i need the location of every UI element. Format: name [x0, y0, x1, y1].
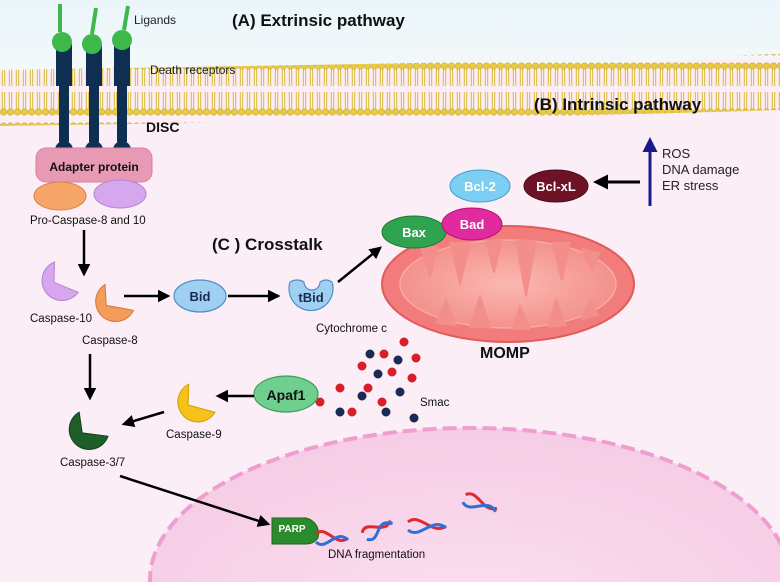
released-molecules	[315, 337, 421, 423]
pro-caspase-10	[93, 179, 147, 209]
arrow-tbid-to-bax	[337, 246, 382, 283]
ligand	[82, 7, 102, 54]
stress-er-stress: ER stress	[662, 178, 719, 193]
death-receptors-label: Death receptors	[150, 63, 235, 77]
arrow-caspase9-to-caspase37	[121, 410, 165, 428]
parp	[271, 517, 320, 545]
dna-fragments	[314, 492, 498, 546]
smac-label: Smac	[420, 397, 450, 409]
apaf1	[253, 375, 319, 413]
bcl-2-label: Bcl-2	[464, 179, 496, 194]
momp-label: MOMP	[480, 345, 530, 362]
parp-label: PARP	[278, 524, 305, 535]
adapter-protein-label: Adapter protein	[49, 160, 138, 174]
bcl-xl	[523, 169, 589, 203]
extrinsic-pathway-heading: (A) Extrinsic pathway	[232, 11, 405, 30]
crosstalk-heading: (C ) Crosstalk	[212, 235, 323, 254]
caspase-3-7-shape	[68, 411, 109, 450]
cytochrome-c-label: Cytochrome c	[316, 323, 387, 335]
caspase-10-shape	[41, 261, 79, 301]
apaf1-label: Apaf1	[267, 387, 306, 403]
mitochondrion	[381, 225, 635, 343]
bcl-2	[449, 169, 511, 203]
death-receptors	[55, 44, 131, 159]
bad	[441, 207, 503, 241]
ligands-label: Ligands	[134, 13, 176, 27]
extracellular-space	[0, 0, 780, 72]
arrow-caspase37-to-parp	[119, 474, 271, 527]
ligand	[52, 4, 72, 52]
caspase-3-7-label: Caspase-3/7	[60, 457, 125, 469]
pro-caspase-8	[33, 181, 87, 211]
stress-ros: ROS	[662, 146, 691, 161]
caspase-9-shape	[177, 383, 216, 423]
tbid	[288, 279, 334, 312]
pro-caspase-label: Pro-Caspase-8 and 10	[30, 215, 146, 227]
stress-dna-damage: DNA damage	[662, 162, 739, 177]
caspase-10-label: Caspase-10	[30, 313, 92, 325]
ligands	[52, 4, 132, 54]
cell-membrane	[0, 54, 780, 126]
bcl-xl-label: Bcl-xL	[536, 179, 576, 194]
disc-label: DISC	[146, 119, 179, 135]
bad-label: Bad	[460, 217, 485, 232]
dna-fragmentation-label: DNA fragmentation	[328, 549, 425, 561]
adapter-protein	[35, 147, 153, 183]
bid	[173, 279, 227, 313]
bid-label: Bid	[190, 289, 211, 304]
bax-label: Bax	[402, 225, 427, 240]
caspase-8-label: Caspase-8	[82, 335, 138, 347]
ligand	[112, 5, 132, 50]
caspase-8-shape	[95, 283, 135, 322]
pathway-arrows	[77, 230, 382, 527]
tbid-label: tBid	[298, 290, 323, 305]
caspase-9-label: Caspase-9	[166, 429, 222, 441]
intrinsic-pathway-heading: (B) Intrinsic pathway	[534, 95, 702, 114]
